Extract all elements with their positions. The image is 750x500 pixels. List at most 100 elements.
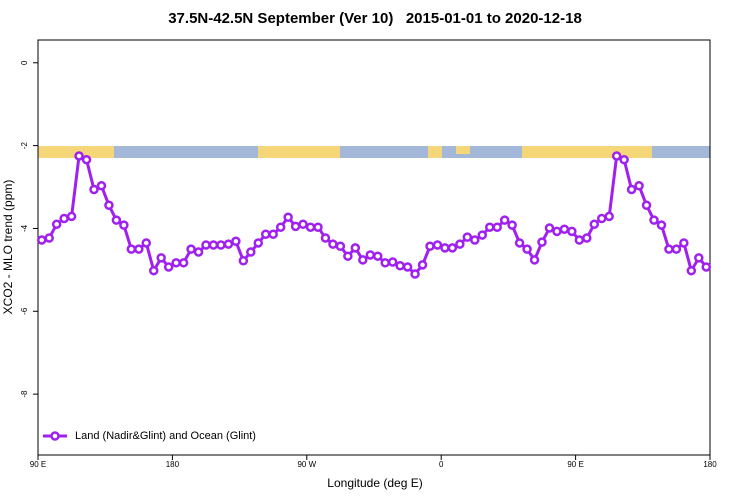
legend-label: Land (Nadir&Glint) and Ocean (Glint) xyxy=(75,430,256,442)
data-point xyxy=(671,244,682,254)
land-strip xyxy=(428,146,442,158)
data-point xyxy=(260,229,271,239)
data-point xyxy=(59,213,69,224)
land-strip xyxy=(456,146,470,154)
data-point xyxy=(686,265,697,276)
data-point xyxy=(484,222,495,232)
data-point xyxy=(283,212,293,223)
data-point xyxy=(507,220,517,230)
data-point xyxy=(298,219,308,230)
data-point xyxy=(350,243,361,253)
data-point xyxy=(410,269,420,279)
data-point xyxy=(455,239,465,249)
data-point xyxy=(81,154,92,165)
data-point xyxy=(171,258,181,268)
data-point xyxy=(611,151,622,161)
y-tick-label: -2 xyxy=(20,142,29,150)
plot-frame xyxy=(37,39,711,456)
x-tick-label: 0 xyxy=(439,460,444,469)
data-point xyxy=(604,211,614,222)
data-point xyxy=(552,226,562,237)
data-point xyxy=(104,200,114,211)
data-point xyxy=(36,235,47,245)
data-point xyxy=(372,251,383,261)
land-strip xyxy=(38,146,114,158)
data-point xyxy=(387,257,398,267)
data-point xyxy=(246,247,256,257)
data-point xyxy=(567,226,577,237)
data-point xyxy=(701,262,712,272)
data-point xyxy=(626,184,637,195)
data-point xyxy=(462,232,473,242)
data-point xyxy=(231,236,241,247)
data-point xyxy=(537,237,547,247)
data-point xyxy=(253,238,264,248)
land-strip xyxy=(522,146,652,158)
data-point xyxy=(358,255,368,265)
data-point xyxy=(268,229,278,239)
data-point xyxy=(425,241,435,252)
data-point xyxy=(89,184,99,195)
data-point xyxy=(193,247,204,257)
data-point xyxy=(447,243,458,253)
y-tick-label: -4 xyxy=(20,224,29,232)
x-axis-label: Longitude (deg E) xyxy=(327,476,422,490)
x-tick-label: 90 E xyxy=(567,460,583,469)
data-point xyxy=(156,253,166,263)
data-point xyxy=(589,219,600,230)
data-point xyxy=(111,215,122,225)
y-tick-label: -6 xyxy=(20,307,29,315)
data-point xyxy=(582,233,592,243)
data-point xyxy=(544,223,555,233)
data-point xyxy=(432,240,443,250)
data-point xyxy=(522,244,532,254)
data-point xyxy=(313,222,323,232)
data-point xyxy=(208,240,219,250)
y-axis-label: XCO2 - MLO trend (ppm) xyxy=(1,180,15,315)
data-point xyxy=(66,211,77,222)
y-tick-label: 0 xyxy=(20,60,29,65)
data-point xyxy=(559,224,570,235)
data-point xyxy=(514,238,525,248)
data-point xyxy=(641,200,652,211)
data-point xyxy=(44,233,54,243)
data-point xyxy=(178,258,189,268)
data-point xyxy=(679,238,689,248)
data-point xyxy=(134,244,144,254)
data-point xyxy=(119,220,129,230)
data-point xyxy=(275,222,286,232)
data-point xyxy=(402,262,413,272)
x-tick-label: 90 W xyxy=(297,460,316,469)
x-tick-label: 180 xyxy=(166,460,180,469)
data-point xyxy=(216,240,226,250)
data-point xyxy=(529,255,540,265)
data-point xyxy=(634,181,644,191)
land-strip xyxy=(258,146,340,158)
data-point xyxy=(492,222,502,232)
data-point xyxy=(499,215,510,225)
data-point xyxy=(186,244,196,254)
data-point xyxy=(74,151,84,161)
data-point xyxy=(141,238,152,248)
data-point xyxy=(238,256,249,266)
legend-marker xyxy=(50,431,60,441)
data-point xyxy=(574,235,585,245)
data-point xyxy=(664,244,674,254)
data-point xyxy=(649,215,659,225)
data-point xyxy=(470,235,480,245)
x-tick-label: 90 E xyxy=(30,460,46,469)
x-tick-label: 180 xyxy=(703,460,717,469)
data-point xyxy=(380,258,390,268)
data-point xyxy=(126,244,137,254)
data-point xyxy=(148,265,159,276)
data-point xyxy=(320,233,331,243)
y-tick-label: -8 xyxy=(20,390,29,398)
data-point xyxy=(335,241,346,252)
data-point xyxy=(96,181,107,191)
data-point xyxy=(694,253,704,263)
data-point xyxy=(477,230,488,240)
data-point xyxy=(163,262,174,272)
data-point xyxy=(290,221,301,232)
